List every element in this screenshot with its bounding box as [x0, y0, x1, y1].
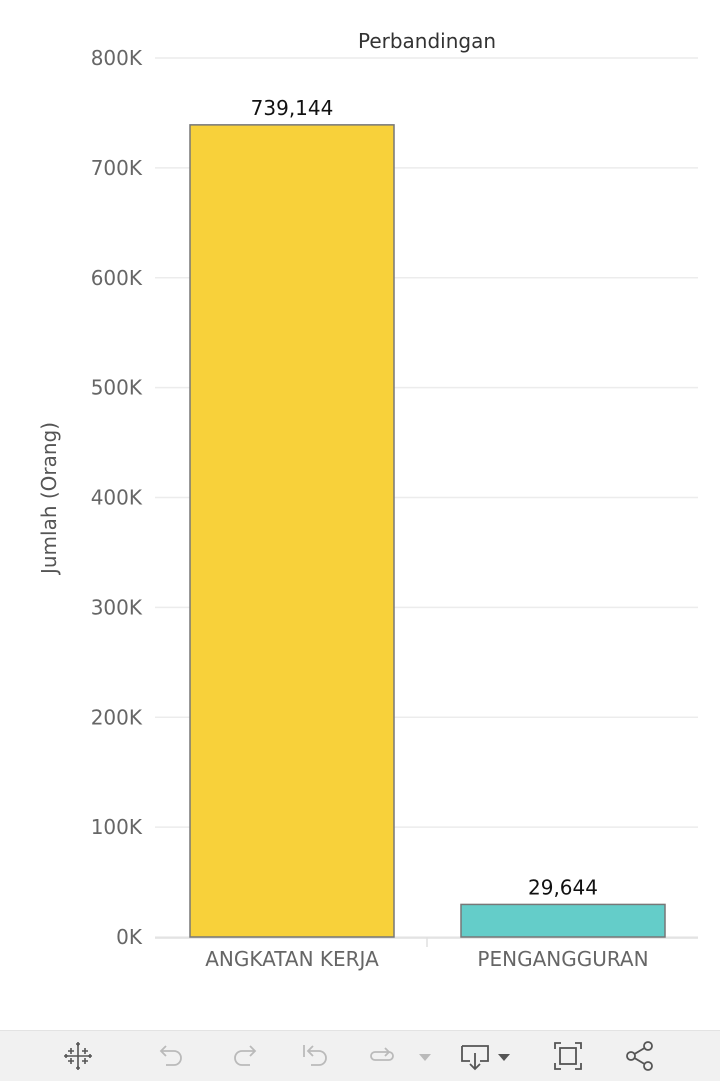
y-axis-title: Jumlah (Orang) — [37, 422, 61, 576]
bar-pengangguran[interactable] — [460, 903, 666, 938]
chart-svg: 0K 100K 200K 300K 400K 500K 600K 700K 800K 739,1… — [37, 29, 698, 971]
bar-chart: 0K 100K 200K 300K 400K 500K 600K 700K 800K 739,1… — [37, 29, 698, 971]
tableau-logo-icon[interactable] — [61, 1039, 95, 1073]
y-tick-label: 100K — [91, 815, 143, 839]
data-labels: 739,144 29,644 — [251, 96, 598, 900]
x-tick-label: PENGANGGURAN — [477, 947, 648, 971]
y-tick-label: 700K — [91, 156, 143, 180]
y-tick-label: 800K — [91, 46, 143, 70]
y-tick-label: 600K — [91, 266, 143, 290]
y-tick-label: 200K — [91, 705, 143, 729]
y-tick-label: 500K — [91, 376, 143, 400]
x-axis: ANGKATAN KERJA PENGANGGURAN — [205, 947, 648, 971]
fullscreen-icon[interactable] — [551, 1039, 585, 1073]
bar-angkatan-kerja[interactable] — [189, 124, 395, 938]
revert-icon[interactable] — [299, 1039, 333, 1073]
share-icon[interactable] — [623, 1039, 657, 1073]
y-tick-label: 400K — [91, 486, 143, 510]
data-label: 739,144 — [251, 96, 334, 120]
chart-title: Perbandingan — [358, 29, 496, 53]
redo-icon[interactable] — [228, 1039, 262, 1073]
y-tick-label: 300K — [91, 595, 143, 619]
y-tick-label: 0K — [116, 925, 143, 949]
x-tick-label: ANGKATAN KERJA — [205, 947, 379, 971]
bars — [189, 124, 666, 938]
undo-icon[interactable] — [154, 1039, 188, 1073]
y-axis: 0K 100K 200K 300K 400K 500K 600K 700K 800K — [91, 46, 143, 949]
refresh-icon[interactable] — [365, 1039, 399, 1073]
pause-dropdown-icon[interactable] — [413, 1039, 437, 1073]
toolbar — [0, 1030, 720, 1081]
data-label: 29,644 — [528, 875, 598, 899]
download-icon[interactable] — [458, 1039, 516, 1073]
